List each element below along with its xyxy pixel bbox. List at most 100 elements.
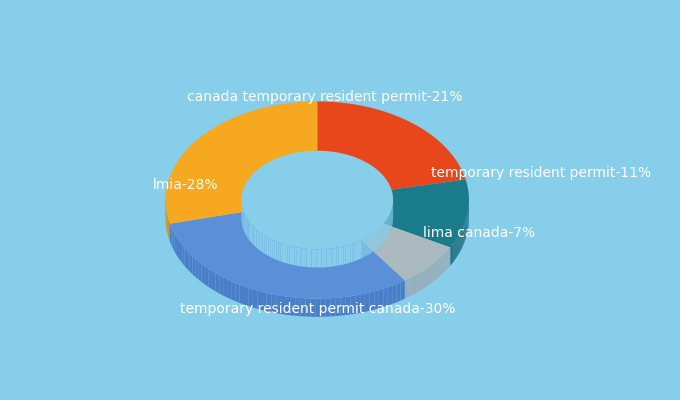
Polygon shape — [316, 298, 321, 317]
Polygon shape — [334, 248, 336, 266]
Polygon shape — [319, 249, 322, 268]
Polygon shape — [271, 294, 276, 313]
Polygon shape — [216, 273, 219, 294]
Polygon shape — [439, 258, 440, 276]
Polygon shape — [411, 277, 412, 296]
Polygon shape — [260, 232, 261, 251]
Polygon shape — [267, 293, 271, 312]
Polygon shape — [427, 268, 428, 286]
Polygon shape — [258, 291, 262, 310]
Polygon shape — [299, 248, 302, 266]
Polygon shape — [199, 261, 202, 282]
Polygon shape — [326, 298, 330, 317]
Polygon shape — [169, 221, 170, 242]
Polygon shape — [276, 242, 278, 260]
Polygon shape — [258, 231, 260, 250]
Polygon shape — [424, 269, 425, 288]
Polygon shape — [269, 238, 270, 257]
Polygon shape — [407, 279, 408, 298]
Polygon shape — [290, 246, 292, 265]
Polygon shape — [231, 281, 235, 301]
Polygon shape — [235, 283, 239, 303]
Polygon shape — [345, 296, 350, 315]
Polygon shape — [374, 290, 379, 310]
Polygon shape — [326, 249, 329, 267]
Polygon shape — [174, 233, 176, 254]
Polygon shape — [278, 242, 281, 261]
Polygon shape — [435, 261, 436, 280]
Polygon shape — [208, 269, 212, 289]
Polygon shape — [274, 241, 276, 260]
Polygon shape — [453, 243, 454, 262]
Polygon shape — [414, 276, 415, 294]
Polygon shape — [245, 216, 247, 236]
Polygon shape — [336, 298, 341, 316]
Polygon shape — [357, 241, 359, 260]
Polygon shape — [296, 248, 299, 266]
Polygon shape — [388, 286, 392, 306]
Polygon shape — [170, 212, 405, 299]
Polygon shape — [244, 214, 245, 233]
Polygon shape — [339, 247, 341, 266]
Polygon shape — [352, 243, 355, 262]
Polygon shape — [365, 292, 369, 312]
Polygon shape — [180, 242, 182, 263]
Polygon shape — [384, 179, 469, 248]
Polygon shape — [420, 272, 421, 291]
Polygon shape — [251, 224, 252, 244]
Polygon shape — [432, 264, 433, 282]
Polygon shape — [416, 274, 417, 293]
Polygon shape — [286, 296, 291, 315]
Polygon shape — [406, 280, 407, 298]
Polygon shape — [401, 280, 405, 300]
Polygon shape — [285, 245, 288, 264]
Text: temporary resident permit-11%: temporary resident permit-11% — [431, 166, 651, 180]
Polygon shape — [261, 233, 262, 252]
Polygon shape — [330, 298, 336, 316]
Polygon shape — [426, 268, 427, 287]
Polygon shape — [283, 244, 285, 263]
Polygon shape — [168, 218, 169, 239]
Polygon shape — [173, 230, 174, 251]
Polygon shape — [422, 271, 423, 290]
Polygon shape — [322, 249, 324, 268]
Polygon shape — [355, 242, 357, 261]
Polygon shape — [296, 298, 301, 316]
Polygon shape — [309, 249, 311, 267]
Polygon shape — [413, 276, 414, 295]
Polygon shape — [314, 249, 316, 268]
Polygon shape — [281, 243, 283, 262]
Polygon shape — [408, 279, 409, 297]
Polygon shape — [412, 276, 413, 295]
Polygon shape — [248, 288, 253, 308]
Polygon shape — [318, 101, 466, 190]
Polygon shape — [384, 287, 388, 307]
Polygon shape — [423, 270, 424, 289]
Polygon shape — [178, 239, 180, 260]
Polygon shape — [291, 297, 296, 316]
Polygon shape — [336, 247, 339, 266]
Polygon shape — [456, 239, 457, 258]
Polygon shape — [248, 220, 249, 239]
Polygon shape — [252, 225, 254, 245]
Polygon shape — [450, 246, 451, 266]
Polygon shape — [212, 271, 216, 291]
Polygon shape — [350, 244, 352, 262]
Polygon shape — [267, 236, 269, 256]
Polygon shape — [192, 256, 195, 277]
Polygon shape — [433, 263, 434, 282]
Polygon shape — [341, 246, 343, 265]
Polygon shape — [418, 273, 420, 292]
Polygon shape — [171, 227, 173, 248]
Polygon shape — [223, 277, 227, 298]
Polygon shape — [405, 280, 406, 299]
Polygon shape — [205, 266, 208, 287]
Polygon shape — [250, 222, 251, 242]
Polygon shape — [417, 274, 418, 293]
Polygon shape — [437, 260, 438, 278]
Polygon shape — [184, 248, 187, 269]
Polygon shape — [430, 265, 431, 284]
Polygon shape — [294, 247, 296, 266]
Polygon shape — [434, 262, 435, 281]
Text: lmia-28%: lmia-28% — [153, 178, 219, 192]
